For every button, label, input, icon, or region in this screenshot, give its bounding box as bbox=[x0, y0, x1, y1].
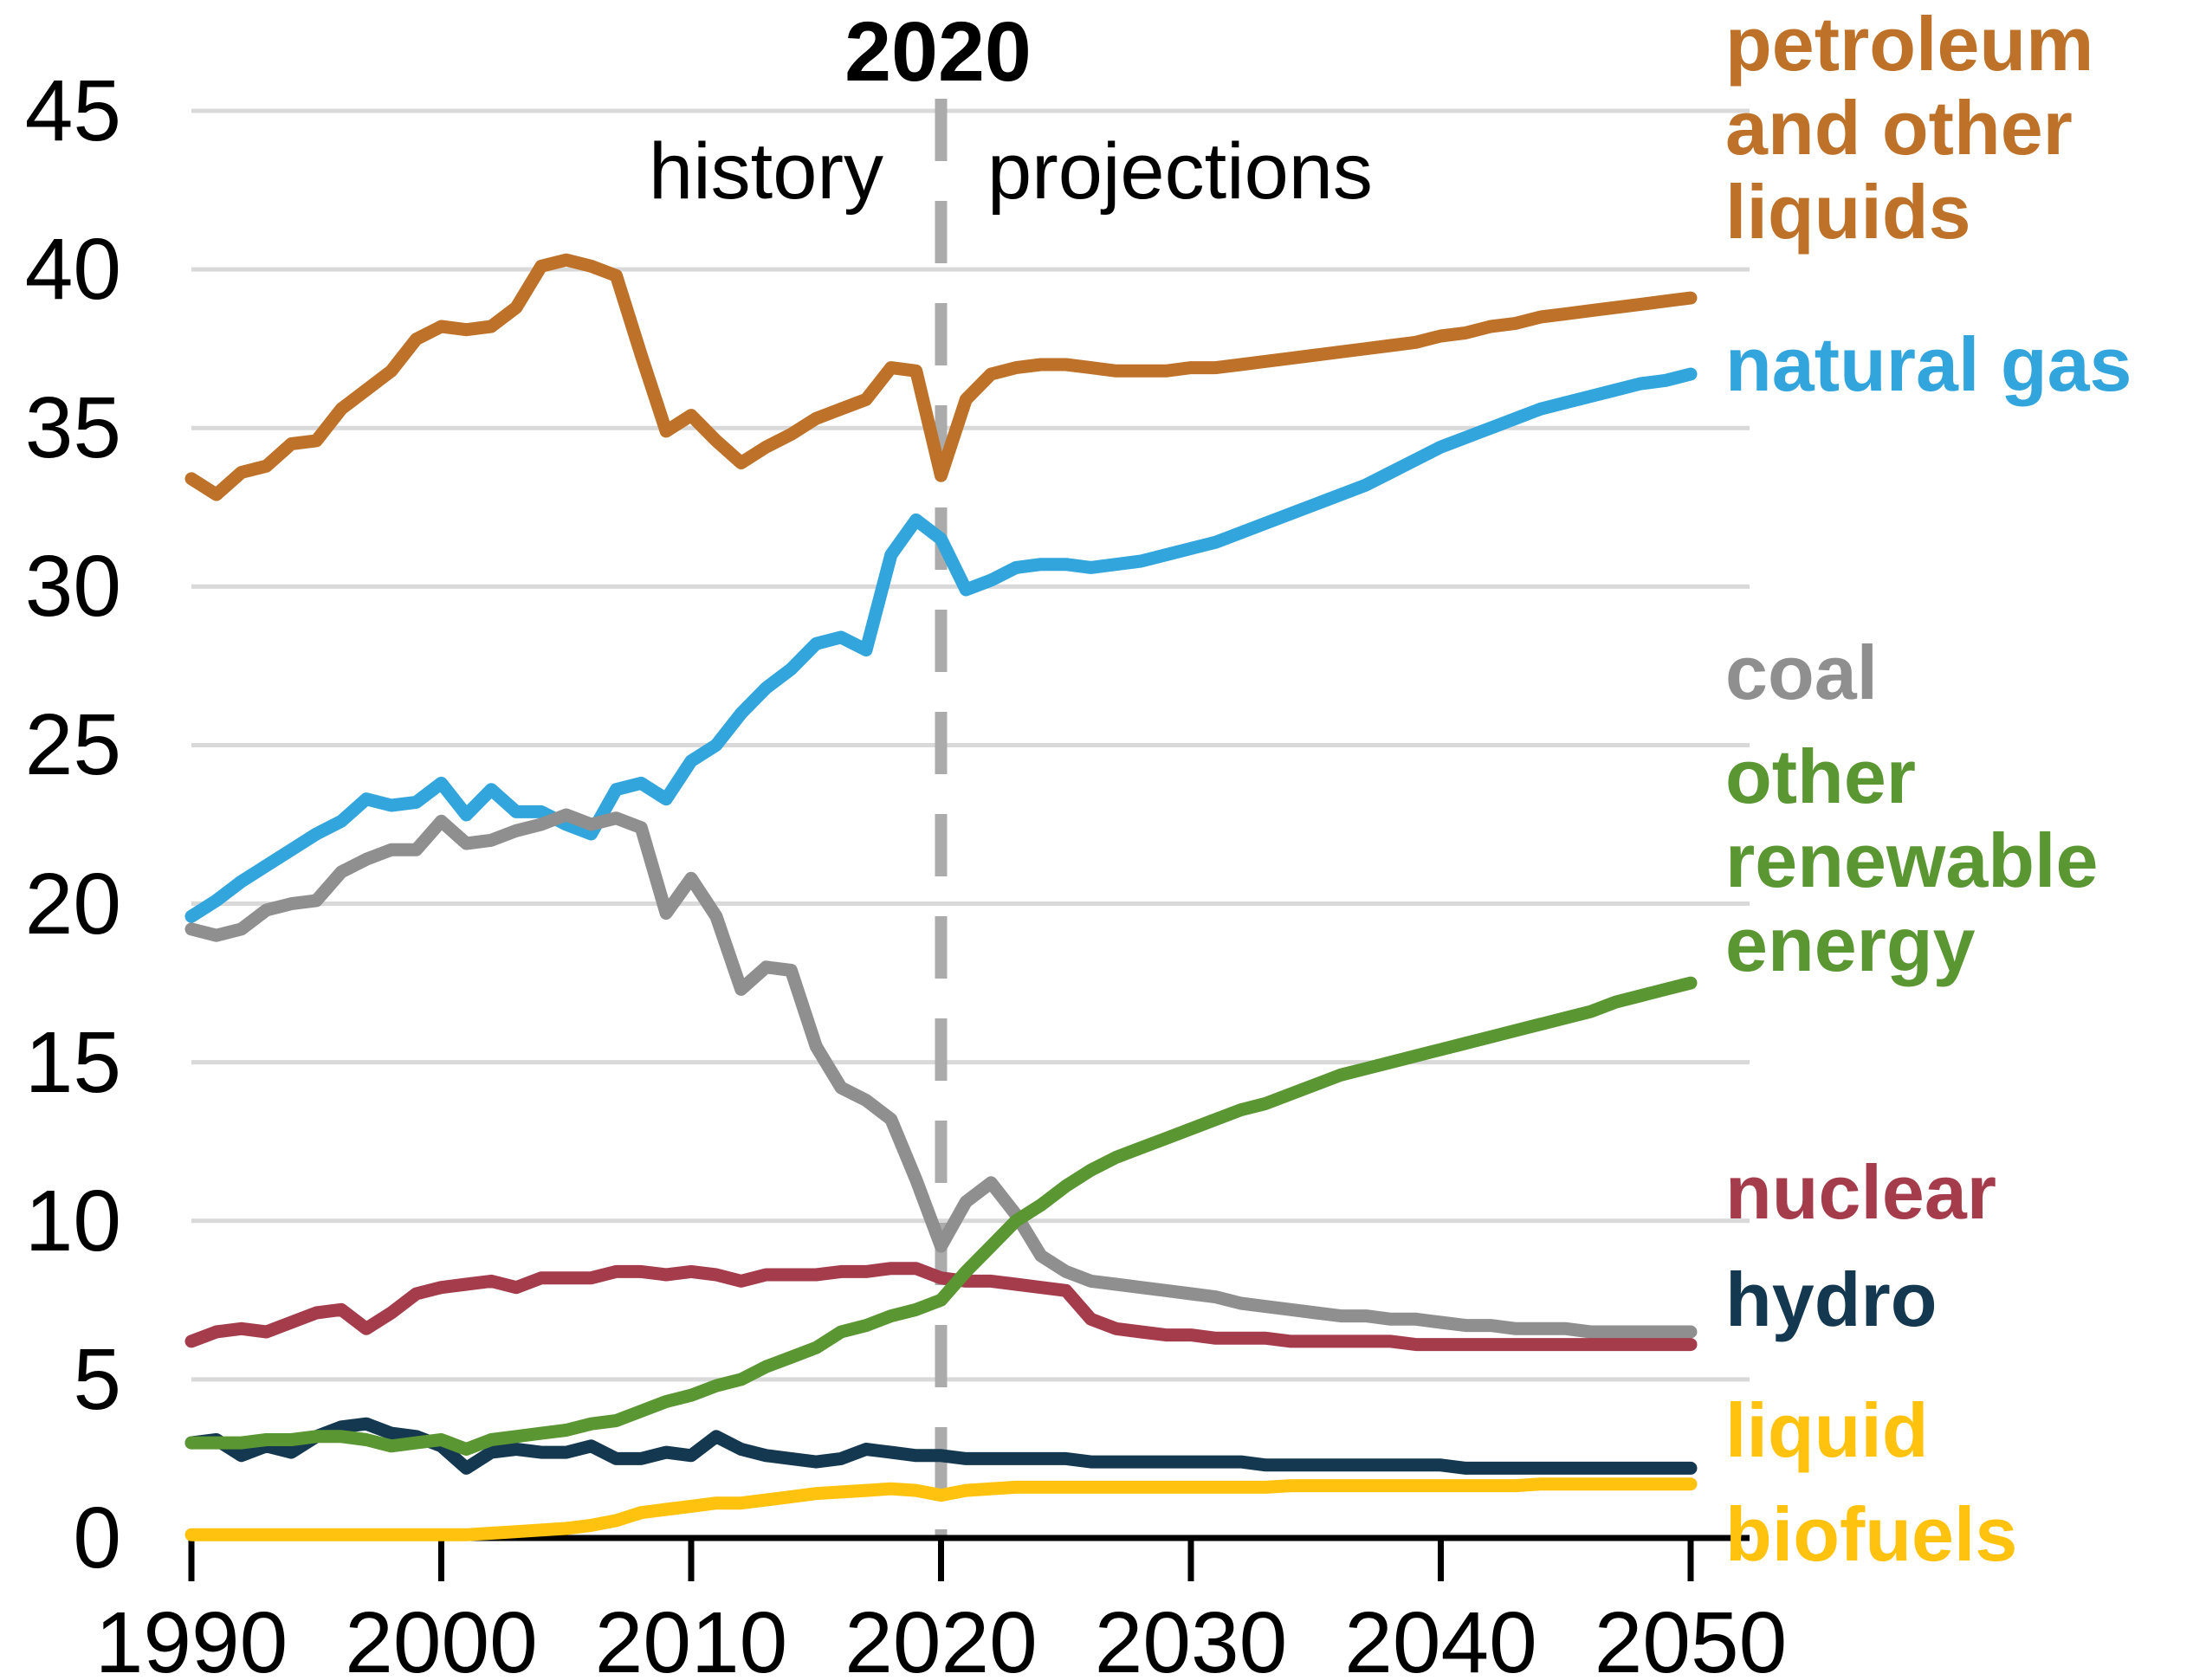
legend-label-hydro-line1: hydro bbox=[1725, 1257, 1937, 1342]
x-tick-label-2040: 2040 bbox=[1344, 1594, 1537, 1680]
x-tick-label-1990: 1990 bbox=[94, 1594, 288, 1680]
line-biofuels bbox=[184, 1477, 1698, 1541]
legend-label-nuclear: nuclear bbox=[1725, 1150, 2193, 1234]
legend-label-petroleum-line1: petroleum bbox=[1725, 1, 2094, 87]
y-tick-label-45: 45 bbox=[24, 62, 121, 159]
y-tick-label-10: 10 bbox=[24, 1172, 121, 1270]
legend-label-coal-line1: coal bbox=[1725, 630, 1879, 715]
y-tick-label-5: 5 bbox=[73, 1330, 121, 1428]
line-renewables bbox=[184, 976, 1698, 1456]
y-tick-label-15: 15 bbox=[24, 1013, 121, 1111]
legend-label-biofuels-line1: liquid bbox=[1725, 1387, 1929, 1473]
y-tick-label-0: 0 bbox=[73, 1489, 121, 1586]
y-tick-label-35: 35 bbox=[24, 379, 121, 477]
line-petroleum bbox=[184, 253, 1698, 501]
line-natural_gas bbox=[184, 367, 1698, 923]
line-nuclear bbox=[184, 1262, 1698, 1352]
x-tick-label-2000: 2000 bbox=[345, 1594, 538, 1680]
legend-label-petroleum-line2: and other bbox=[1725, 85, 2073, 171]
x-tick-label-2020: 2020 bbox=[844, 1594, 1038, 1680]
chart-title-2020: 2020 bbox=[844, 4, 1032, 99]
line-coal bbox=[184, 808, 1698, 1339]
y-tick-label-25: 25 bbox=[24, 696, 121, 794]
legend-label-biofuels-line2: biofuels bbox=[1725, 1491, 2018, 1577]
y-tick-label-20: 20 bbox=[24, 855, 121, 953]
legend-label-natural_gas-line1: natural gas bbox=[1725, 321, 2132, 407]
y-tick-label-30: 30 bbox=[24, 538, 121, 636]
legend-label-renewables-line2: renewable bbox=[1725, 817, 2099, 903]
history-annotation: history bbox=[649, 127, 883, 216]
legend-label-biofuels: liquid biofuels bbox=[1725, 1379, 2193, 1586]
legend-label-petroleum-line3: liquids bbox=[1725, 169, 1971, 255]
legend-label-renewables: other renewable energy bbox=[1725, 734, 2193, 986]
legend-label-renewables-line3: energy bbox=[1725, 901, 1976, 987]
y-tick-label-40: 40 bbox=[24, 221, 121, 319]
legend-label-nuclear-line1: nuclear bbox=[1725, 1149, 1997, 1235]
legend-label-hydro: hydro bbox=[1725, 1257, 2193, 1341]
x-tick-label-2010: 2010 bbox=[594, 1594, 788, 1680]
projections-annotation: projections bbox=[987, 127, 1373, 216]
legend-label-petroleum: petroleum and other liquids bbox=[1725, 2, 2193, 254]
legend-label-renewables-line1: other bbox=[1725, 733, 1916, 819]
x-tick-label-2050: 2050 bbox=[1594, 1594, 1788, 1680]
legend-label-natural_gas: natural gas bbox=[1725, 322, 2193, 406]
x-tick-label-2030: 2030 bbox=[1094, 1594, 1288, 1680]
legend-label-coal: coal bbox=[1725, 630, 2193, 714]
